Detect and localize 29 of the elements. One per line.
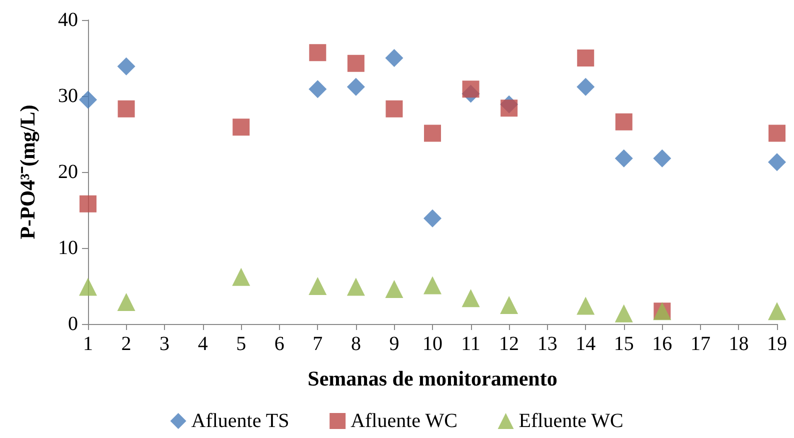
x-tick-label: 18 — [728, 333, 749, 355]
x-tick-label: 3 — [160, 333, 170, 355]
legend-label: Afluente WC — [350, 410, 458, 432]
x-tick-label: 10 — [422, 333, 442, 355]
x-tick-label: 8 — [350, 333, 361, 355]
x-tick-label: 14 — [576, 333, 596, 355]
x-tick-label: 4 — [198, 333, 208, 355]
x-tick-label: 19 — [767, 333, 787, 355]
y-tick-label: 30 — [58, 85, 78, 107]
legend-label: Afluente TS — [191, 410, 290, 432]
x-tick-label: 12 — [499, 333, 520, 355]
x-tick-label: 1 — [83, 333, 93, 355]
x-axis-title: Semanas de monitoramento — [308, 366, 558, 390]
y-tick-label: 40 — [58, 9, 78, 31]
legend-label: Efluente WC — [518, 410, 624, 432]
y-tick-label: 0 — [68, 313, 78, 335]
x-tick-label: 2 — [121, 333, 132, 355]
x-tick-label: 17 — [690, 333, 710, 355]
x-tick-label: 5 — [236, 333, 246, 355]
x-tick-label: 16 — [652, 333, 672, 355]
x-tick-label: 9 — [389, 333, 400, 355]
y-axis-title: P-PO4³⁻(mg/L) — [16, 104, 40, 240]
x-tick-label: 7 — [312, 333, 323, 355]
x-tick-label: 15 — [614, 333, 634, 355]
x-tick-label: 6 — [274, 333, 284, 355]
y-tick-label: 20 — [58, 161, 78, 183]
x-tick-label: 11 — [461, 333, 480, 355]
x-tick-label: 13 — [537, 333, 558, 355]
y-tick-label: 10 — [58, 237, 78, 259]
